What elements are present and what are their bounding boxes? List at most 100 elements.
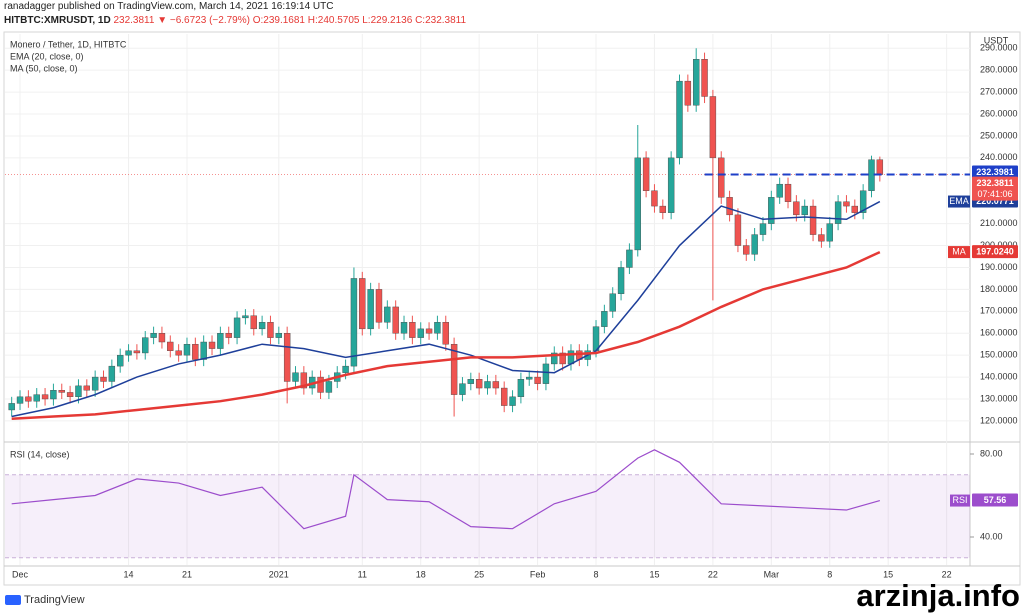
candle-body <box>743 245 750 255</box>
y-tick-label: 210.0000 <box>980 218 1018 228</box>
y-tick-label: 140.0000 <box>980 371 1018 381</box>
price: 232.3811 <box>113 15 155 26</box>
chart-title: Monero / Tether, 1D, HITBTC <box>10 39 127 49</box>
candle-body <box>626 249 633 268</box>
candle-body <box>208 341 216 349</box>
candle-body <box>517 379 525 398</box>
last-price-tag: 232.3811 <box>976 178 1013 188</box>
y-tick-label: 40.00 <box>980 531 1003 541</box>
rsi-value-tag: 57.56 <box>984 495 1007 505</box>
last-price-tag-bg <box>972 176 1018 201</box>
candle-body <box>484 381 491 389</box>
x-tick-label: 22 <box>942 569 952 579</box>
candle-body <box>359 278 366 330</box>
y-tick-label: 290.0000 <box>980 43 1018 53</box>
candle-body <box>818 234 825 242</box>
symbol: HITBTC:XMRUSDT, 1D <box>4 15 111 26</box>
candle-body <box>367 289 374 330</box>
candle-body <box>175 350 182 356</box>
change: ▼ −6.6723 (−2.79%) <box>157 15 250 26</box>
candle-body <box>342 365 349 373</box>
candle-body <box>692 59 700 106</box>
rsi-band <box>5 474 970 558</box>
candle-body <box>384 306 391 323</box>
y-tick-label: 130.0000 <box>980 393 1018 403</box>
candle-body <box>91 376 99 391</box>
candle-body <box>784 183 792 202</box>
candle-body <box>534 376 541 384</box>
candle-body <box>526 376 533 380</box>
candle-body <box>651 190 658 207</box>
candle-body <box>116 354 124 367</box>
legend-entry: EMA (20, close, 0) <box>10 51 84 61</box>
candle-body <box>125 350 132 356</box>
overlay-value-tag-bg <box>972 245 1018 259</box>
candle-body <box>250 315 257 330</box>
overlay-value-tag: 220.0771 <box>976 196 1014 206</box>
tag-name-bg <box>948 195 970 208</box>
candle-body <box>551 352 558 365</box>
overlay-line <box>11 250 881 420</box>
candle-body <box>16 396 24 404</box>
candle-body <box>442 322 449 345</box>
candle-body <box>500 387 508 406</box>
y-tick-label: 270.0000 <box>980 86 1018 96</box>
y-tick-label: 120.0000 <box>980 415 1018 425</box>
candle-body <box>375 289 383 323</box>
candle-body <box>33 394 40 402</box>
candle-body <box>509 396 516 406</box>
unit-label: USDT <box>984 35 1009 45</box>
candle-body <box>225 333 232 338</box>
tag-name-bg <box>950 494 970 507</box>
candle-body <box>475 379 483 389</box>
tag-name: MA <box>952 246 966 256</box>
candle-body <box>417 328 424 338</box>
candle-body <box>192 343 199 360</box>
candle-body <box>142 337 149 354</box>
candle-body <box>108 365 116 382</box>
candle-body <box>834 201 842 224</box>
hline-tag: 232.3981 <box>976 167 1014 177</box>
x-tick-label: Mar <box>764 569 780 579</box>
candle-body <box>826 223 833 242</box>
candle-body <box>167 341 174 351</box>
ohlc: O:239.1681 H:240.5705 L:229.2136 C:232.3… <box>252 15 467 26</box>
y-tick-label: 240.0000 <box>980 152 1018 162</box>
candle-body <box>133 350 141 354</box>
tag-name-bg <box>948 246 970 259</box>
candle-body <box>667 157 675 213</box>
candle-body <box>459 383 466 395</box>
candle-body <box>200 341 207 360</box>
candle-body <box>325 381 333 393</box>
candle-body <box>158 333 166 343</box>
candle-body <box>41 394 49 400</box>
candle-body <box>83 385 91 391</box>
candle-body <box>776 183 783 198</box>
candle-body <box>851 205 859 213</box>
candle-body <box>709 96 717 159</box>
symbol-line: HITBTC:XMRUSDT, 1D 232.3811 ▼ −6.6723 (−… <box>4 15 466 26</box>
candle-body <box>634 157 641 251</box>
candle-body <box>868 159 875 191</box>
x-tick-label: 15 <box>649 569 659 579</box>
logo <box>5 595 21 605</box>
y-tick-label: 170.0000 <box>980 306 1018 316</box>
candle-body <box>183 343 191 356</box>
tag-name: EMA <box>949 196 969 206</box>
x-tick-label: 22 <box>708 569 718 579</box>
y-tick-label: 280.0000 <box>980 65 1018 75</box>
brand: TradingView <box>24 594 85 606</box>
y-tick-label: 80.00 <box>980 448 1003 458</box>
y-tick-label: 150.0000 <box>980 350 1018 360</box>
candle-body <box>467 379 475 384</box>
x-tick-label: 11 <box>358 569 367 579</box>
tag-name: RSI <box>952 495 967 505</box>
candle-body <box>100 376 107 382</box>
candle-body <box>734 214 742 246</box>
candle-body <box>726 197 733 216</box>
y-tick-label: 190.0000 <box>980 262 1018 272</box>
y-tick-label: 160.0000 <box>980 328 1018 338</box>
x-tick-label: 14 <box>124 569 134 579</box>
